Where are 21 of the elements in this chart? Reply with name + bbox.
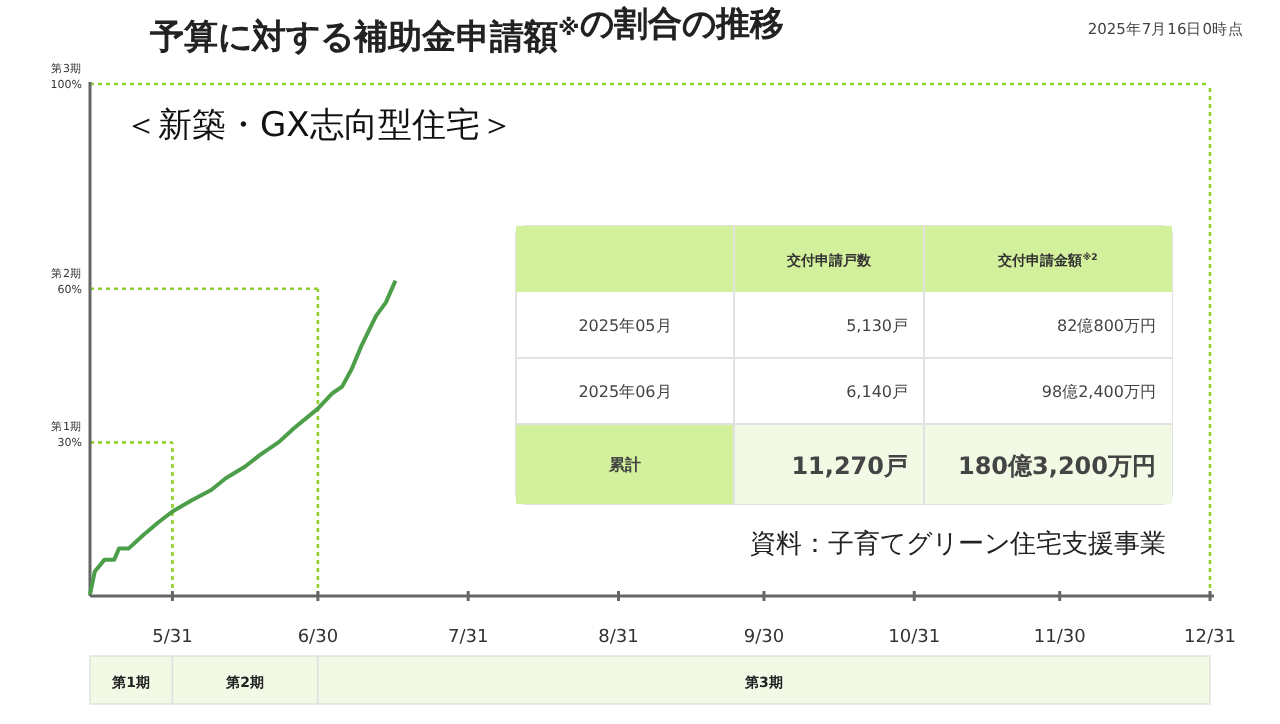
category-label: 2025年06月 <box>578 383 672 401</box>
x-tick-label: 10/31 <box>888 628 941 648</box>
text: ＜新築・GX志向型住宅＞ <box>124 106 514 146</box>
x-tick-label: 9/30 <box>743 628 785 648</box>
data-label: 5,130戸 <box>846 317 908 335</box>
x-tick-label: 11/30 <box>1033 628 1087 648</box>
data-label: 98億2,400万円 <box>1041 383 1156 401</box>
category-label: 累計 <box>607 456 641 474</box>
chart-title: 予算に対する補助金申請額$^{※}$の割合の推移 <box>148 4 784 58</box>
x-tick-label: 6/30 <box>297 628 339 648</box>
category-label: 2025年05月 <box>578 317 672 335</box>
x-tick-label: 5/31 <box>152 628 193 648</box>
data-label: 11,270戸 <box>791 452 908 480</box>
data-label: 82億800万円 <box>1057 317 1156 335</box>
data-label: 180億3,200万円 <box>957 452 1156 480</box>
data-label: 6,140戸 <box>846 383 908 401</box>
annotation: 資料：子育てグリーン住宅支援事業 <box>750 528 1166 560</box>
x-tick-label: 12/31 <box>1184 628 1236 648</box>
line-series <box>88 278 398 597</box>
x-tick-label: 8/31 <box>598 628 639 648</box>
x-tick-label: 7/31 <box>447 628 489 648</box>
